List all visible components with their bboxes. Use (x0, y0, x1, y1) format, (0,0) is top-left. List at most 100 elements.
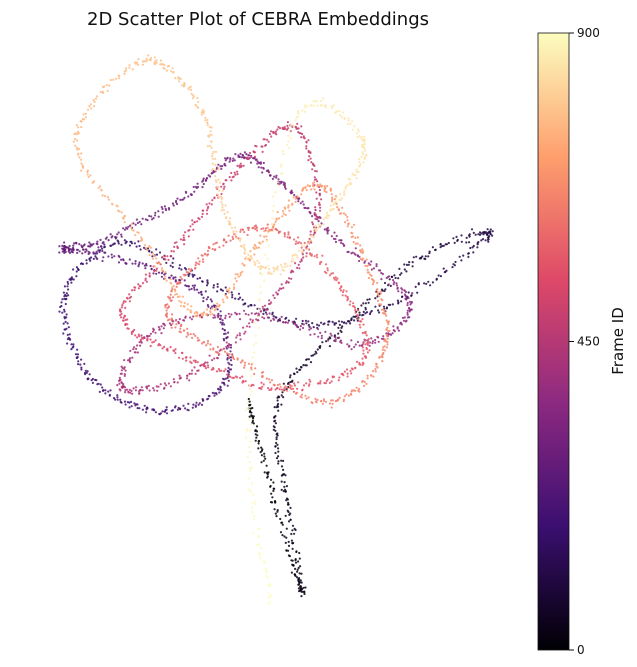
scatter-point (166, 255, 169, 258)
scatter-point (66, 280, 69, 284)
scatter-point (174, 405, 177, 408)
scatter-point (264, 144, 267, 147)
scatter-point (323, 228, 326, 231)
scatter-point (221, 319, 224, 322)
scatter-point (144, 218, 147, 221)
scatter-point (164, 314, 168, 317)
scatter-point (354, 242, 357, 245)
scatter-point (82, 113, 85, 116)
scatter-point (357, 170, 360, 173)
scatter-point (119, 389, 122, 392)
scatter-point (386, 275, 390, 279)
scatter-point (279, 273, 282, 276)
scatter-point (361, 331, 364, 335)
scatter-point (216, 316, 220, 319)
scatter-point (94, 97, 98, 100)
scatter-point (305, 147, 308, 150)
plot-area (58, 54, 494, 605)
scatter-point (182, 238, 185, 242)
scatter-point (241, 262, 244, 265)
scatter-point (267, 244, 270, 247)
scatter-point (271, 217, 274, 220)
scatter-point (223, 329, 226, 332)
scatter-point (332, 276, 336, 279)
scatter-point (86, 169, 89, 172)
scatter-point (227, 346, 230, 349)
scatter-point (337, 281, 340, 285)
scatter-point (136, 407, 139, 410)
scatter-point (326, 213, 329, 217)
scatter-point (155, 257, 158, 260)
scatter-point (364, 332, 367, 335)
scatter-point (253, 151, 256, 154)
scatter-point (491, 234, 494, 237)
scatter-point (236, 170, 239, 173)
scatter-point (274, 316, 277, 319)
scatter-point (126, 318, 129, 321)
scatter-point (365, 258, 368, 261)
scatter-point (232, 231, 235, 234)
scatter-point (102, 91, 105, 94)
scatter-point (152, 340, 156, 343)
scatter-point (275, 436, 278, 439)
scatter-point (104, 392, 107, 395)
scatter-point (179, 276, 182, 279)
scatter-point (187, 88, 190, 91)
scatter-point (293, 384, 297, 387)
scatter-point (218, 369, 221, 372)
scatter-point (200, 113, 203, 116)
scatter-point (291, 524, 295, 527)
scatter-point (408, 300, 411, 303)
scatter-point (161, 410, 164, 413)
scatter-point (215, 393, 218, 396)
scatter-point (314, 224, 317, 227)
scatter-point (211, 359, 214, 362)
scatter-point (65, 246, 69, 249)
scatter-point (206, 118, 209, 121)
scatter-point (183, 267, 187, 270)
scatter-point (189, 356, 192, 359)
scatter-point (301, 244, 304, 247)
scatter-point (314, 100, 317, 103)
scatter-point (308, 184, 311, 188)
scatter-point (221, 165, 224, 168)
scatter-point (287, 501, 290, 504)
scatter-point (279, 319, 282, 322)
scatter-point (277, 230, 281, 233)
scatter-point (243, 231, 246, 234)
scatter-point (235, 313, 238, 316)
scatter-point (254, 433, 257, 436)
scatter-point (358, 390, 361, 393)
scatter-point (357, 130, 360, 133)
scatter-point (155, 385, 158, 388)
scatter-point (230, 226, 234, 229)
scatter-point (137, 265, 140, 268)
scatter-point (288, 237, 291, 240)
scatter-point (314, 227, 317, 230)
scatter-point (205, 308, 209, 311)
scatter-point (122, 316, 125, 319)
scatter-point (239, 230, 242, 233)
scatter-point (192, 403, 195, 406)
scatter-point (255, 425, 259, 428)
scatter-point (297, 560, 300, 563)
scatter-point (196, 182, 199, 185)
scatter-point (281, 127, 284, 130)
scatter-point (163, 67, 166, 70)
scatter-point (290, 387, 293, 391)
scatter-point (167, 258, 170, 261)
scatter-point (134, 386, 138, 389)
scatter-point (258, 543, 261, 546)
scatter-point (122, 319, 125, 322)
scatter-point (211, 157, 214, 160)
scatter-point (201, 186, 204, 189)
scatter-point (250, 366, 253, 369)
scatter-point (148, 253, 151, 257)
scatter-point (134, 334, 137, 337)
scatter-point (391, 332, 394, 335)
scatter-point (147, 384, 150, 387)
scatter-point (340, 320, 343, 323)
scatter-point (361, 250, 365, 253)
scatter-point (356, 135, 359, 139)
